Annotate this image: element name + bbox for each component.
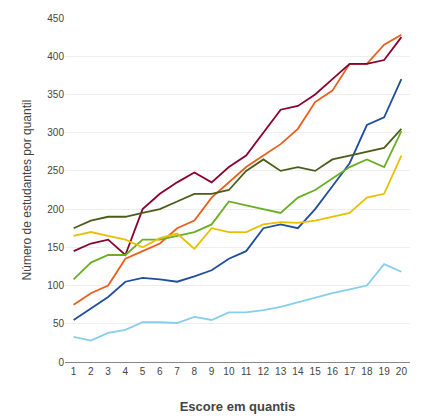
svg-text:150: 150 [47,242,64,253]
svg-text:100: 100 [47,280,64,291]
svg-text:4: 4 [123,366,129,377]
svg-text:14: 14 [292,366,304,377]
svg-text:350: 350 [47,89,64,100]
svg-text:7: 7 [174,366,180,377]
svg-text:6: 6 [157,366,163,377]
svg-text:12: 12 [258,366,270,377]
svg-text:450: 450 [47,13,64,24]
svg-text:15: 15 [310,366,322,377]
svg-text:400: 400 [47,51,64,62]
svg-text:9: 9 [209,366,215,377]
svg-text:5: 5 [140,366,146,377]
svg-text:Escore em quantis: Escore em quantis [180,399,296,414]
svg-text:11: 11 [241,366,252,377]
svg-text:8: 8 [192,366,198,377]
svg-text:0: 0 [58,357,64,368]
svg-text:50: 50 [53,318,65,329]
svg-text:3: 3 [105,366,111,377]
svg-text:200: 200 [47,204,64,215]
svg-text:300: 300 [47,127,64,138]
svg-text:18: 18 [361,366,373,377]
svg-text:1: 1 [71,366,77,377]
svg-text:16: 16 [327,366,339,377]
svg-text:Número de estudantes por quant: Número de estudantes por quantil [20,100,34,281]
svg-text:250: 250 [47,165,64,176]
svg-text:20: 20 [396,366,408,377]
svg-text:17: 17 [344,366,356,377]
svg-text:2: 2 [88,366,94,377]
svg-text:13: 13 [275,366,287,377]
svg-text:19: 19 [379,366,391,377]
svg-text:10: 10 [223,366,235,377]
